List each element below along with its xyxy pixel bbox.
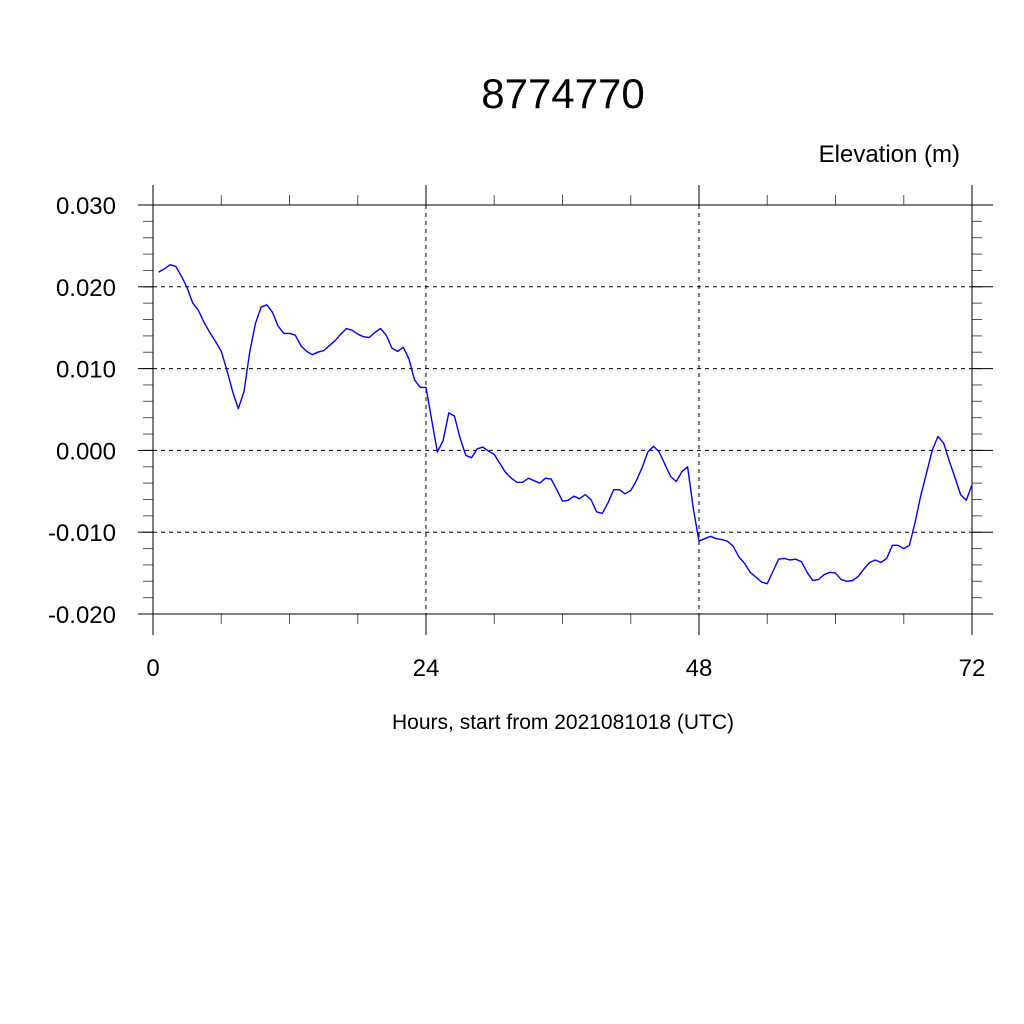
y-tick-label: -0.010 (48, 520, 116, 547)
y-tick-label: 0.000 (56, 438, 116, 465)
series (158, 264, 973, 585)
tick-labels: 0 24 48 72 -0.020 -0.010 0.000 0.010 0.020 0.030 (48, 193, 985, 682)
y-tick-label: 0.030 (56, 193, 116, 220)
plot-frame (152, 204, 973, 615)
grid (153, 205, 972, 614)
y-tick-label: -0.020 (48, 602, 116, 629)
y-tick-label: 0.010 (56, 357, 116, 384)
chart-title: 8774770 (481, 70, 645, 117)
ticks (138, 185, 993, 635)
x-tick-label: 72 (959, 655, 986, 682)
x-tick-label: 24 (413, 655, 440, 682)
y-tick-label: 0.020 (56, 275, 116, 302)
y-axis-label: Elevation (m) (819, 141, 960, 168)
x-tick-label: 0 (146, 655, 159, 682)
x-axis-label: Hours, start from 2021081018 (UTC) (392, 711, 734, 734)
x-tick-label: 48 (686, 655, 713, 682)
elevation-line (158, 264, 973, 585)
